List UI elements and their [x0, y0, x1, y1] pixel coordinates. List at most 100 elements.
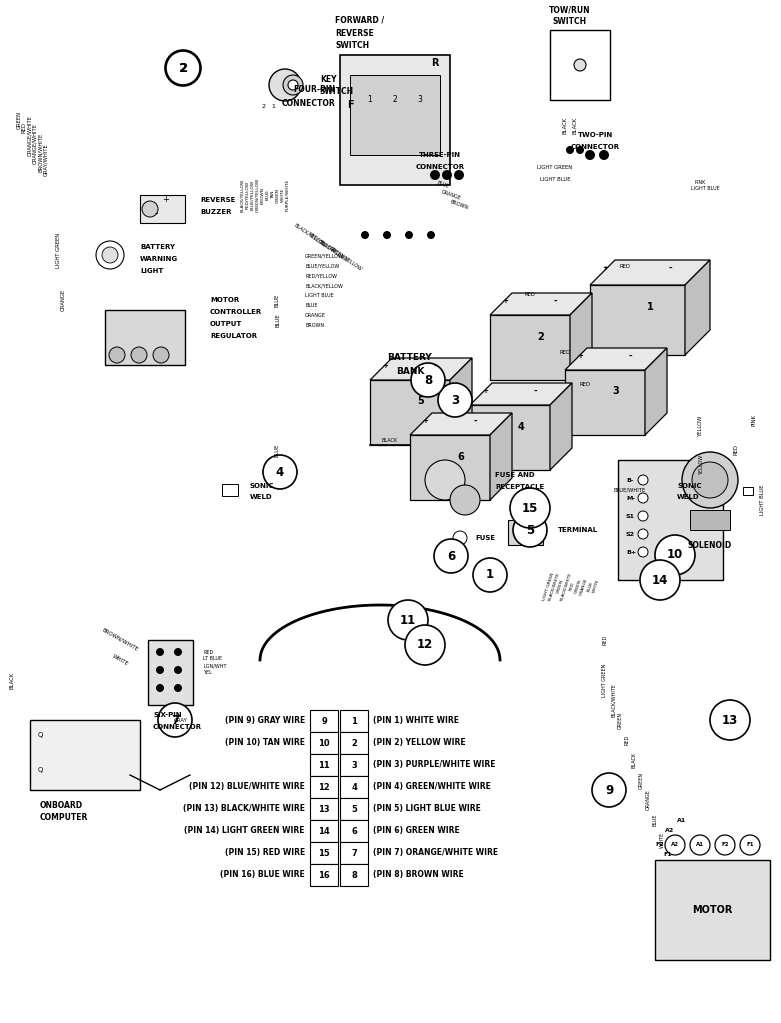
- Text: S1: S1: [626, 514, 635, 519]
- Circle shape: [142, 201, 158, 217]
- Text: CONTROLLER: CONTROLLER: [210, 309, 262, 315]
- Bar: [350, 75, 440, 155]
- Text: FORWARD /: FORWARD /: [335, 15, 384, 25]
- Text: CONNECTOR: CONNECTOR: [153, 724, 202, 730]
- Text: +: +: [422, 418, 428, 424]
- Text: Q: Q: [37, 732, 43, 738]
- Text: YELLOW: YELLOW: [697, 414, 702, 436]
- Text: REVERSE: REVERSE: [335, 29, 374, 38]
- Text: LIGHT GREEN: LIGHT GREEN: [537, 165, 572, 170]
- Polygon shape: [490, 315, 570, 380]
- Text: -: -: [553, 297, 557, 306]
- Circle shape: [158, 703, 192, 737]
- Text: 3: 3: [418, 95, 423, 104]
- Text: SOLENOID: SOLENOID: [688, 540, 732, 549]
- Text: COMPUTER: COMPUTER: [40, 812, 88, 821]
- Text: 2: 2: [393, 95, 398, 104]
- Circle shape: [174, 666, 182, 674]
- Text: 7: 7: [171, 713, 179, 726]
- Text: BATTERY: BATTERY: [387, 354, 433, 362]
- Text: 5: 5: [418, 397, 424, 406]
- Circle shape: [585, 150, 595, 160]
- Text: F2: F2: [721, 843, 729, 847]
- Circle shape: [388, 601, 428, 640]
- Text: GREEN: GREEN: [556, 579, 565, 594]
- Text: BLUE/YELLOW: BLUE/YELLOW: [319, 239, 349, 263]
- Text: FUSE AND: FUSE AND: [495, 472, 535, 478]
- Bar: [340, 864, 368, 886]
- Text: WHITE: WHITE: [111, 654, 129, 667]
- Text: (PIN 10) TAN WIRE: (PIN 10) TAN WIRE: [225, 739, 305, 748]
- Text: (PIN 15) RED WIRE: (PIN 15) RED WIRE: [225, 848, 305, 857]
- Text: 3: 3: [451, 394, 459, 406]
- Bar: [649, 484, 665, 496]
- Text: 10: 10: [318, 739, 330, 748]
- Text: RED: RED: [559, 350, 570, 355]
- Circle shape: [655, 535, 695, 575]
- Text: 2: 2: [351, 739, 357, 748]
- Text: RED/YELLOW: RED/YELLOW: [246, 181, 250, 209]
- Text: (PIN 14) LIGHT GREEN WIRE: (PIN 14) LIGHT GREEN WIRE: [184, 827, 305, 836]
- Text: A2: A2: [665, 828, 675, 833]
- Text: RED: RED: [525, 293, 536, 298]
- Text: -: -: [473, 416, 477, 426]
- Text: -: -: [533, 387, 537, 396]
- Circle shape: [174, 684, 182, 692]
- Circle shape: [574, 59, 586, 71]
- Text: BROWN: BROWN: [449, 199, 469, 211]
- Bar: [310, 820, 338, 842]
- Text: A2: A2: [671, 843, 679, 847]
- Text: RED: RED: [569, 581, 576, 591]
- Text: (PIN 2) YELLOW WIRE: (PIN 2) YELLOW WIRE: [373, 739, 465, 748]
- Text: LIGHT GREEN: LIGHT GREEN: [542, 572, 555, 601]
- Circle shape: [690, 835, 710, 855]
- Text: 2: 2: [261, 104, 265, 109]
- Text: WHITE: WHITE: [281, 188, 285, 203]
- Circle shape: [599, 150, 609, 160]
- Text: RECEPTACLE: RECEPTACLE: [495, 484, 544, 490]
- Text: BLUE: BLUE: [652, 813, 658, 827]
- Polygon shape: [410, 413, 512, 435]
- Bar: [310, 776, 338, 798]
- Text: 15: 15: [522, 501, 538, 515]
- Circle shape: [513, 513, 547, 547]
- Text: LIGHT BLUE: LIGHT BLUE: [305, 293, 333, 298]
- Text: 14: 14: [652, 574, 669, 586]
- Text: (PIN 9) GRAY WIRE: (PIN 9) GRAY WIRE: [225, 716, 305, 725]
- Text: 2: 2: [537, 331, 544, 342]
- Text: -: -: [433, 361, 437, 370]
- Bar: [340, 754, 368, 776]
- Polygon shape: [685, 260, 710, 355]
- Text: ORANGE/WHITE: ORANGE/WHITE: [27, 116, 32, 157]
- Text: LIGHT BLUE: LIGHT BLUE: [690, 185, 719, 190]
- Text: 4: 4: [276, 465, 284, 479]
- Text: GREEN: GREEN: [276, 187, 280, 203]
- Text: PURPLE/WHITE: PURPLE/WHITE: [286, 179, 290, 211]
- Text: PINK: PINK: [751, 414, 757, 426]
- Circle shape: [425, 460, 465, 500]
- Text: (PIN 7) ORANGE/WHITE WIRE: (PIN 7) ORANGE/WHITE WIRE: [373, 848, 498, 857]
- Text: SIX-PIN: SIX-PIN: [153, 712, 182, 718]
- Text: PINK: PINK: [694, 179, 706, 184]
- Text: ORANGE: ORANGE: [305, 313, 326, 318]
- Circle shape: [96, 241, 124, 269]
- Text: A1: A1: [696, 843, 704, 847]
- Text: 13: 13: [318, 804, 330, 813]
- Text: A1: A1: [677, 817, 686, 822]
- Text: YEL: YEL: [203, 670, 212, 675]
- Text: F: F: [347, 100, 353, 110]
- Text: RED: RED: [203, 650, 213, 655]
- Text: GREEN: GREEN: [618, 711, 622, 728]
- Text: WARNING: WARNING: [140, 256, 178, 262]
- Text: 11: 11: [318, 760, 330, 769]
- Text: F2: F2: [656, 843, 665, 847]
- Text: LT BLUE: LT BLUE: [203, 657, 222, 662]
- Circle shape: [566, 146, 574, 154]
- Text: BLUE/YELLOW: BLUE/YELLOW: [305, 263, 339, 268]
- Text: RED: RED: [733, 445, 739, 455]
- Circle shape: [405, 625, 445, 665]
- Text: ORANGE: ORANGE: [646, 790, 651, 810]
- Text: RED: RED: [625, 735, 629, 745]
- Polygon shape: [490, 413, 512, 500]
- Text: RED: RED: [580, 383, 590, 388]
